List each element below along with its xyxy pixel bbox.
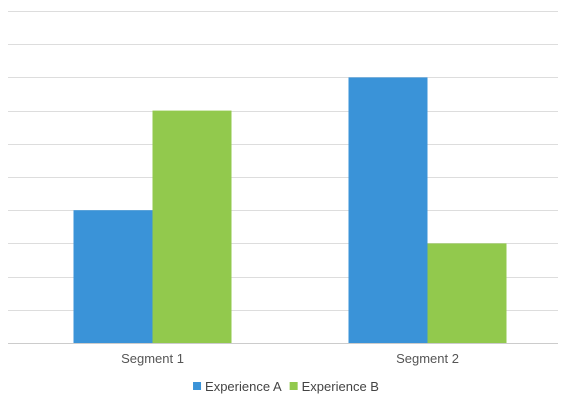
bar-experience-a-segment-1 xyxy=(73,210,153,343)
legend-swatch-experience-a xyxy=(193,382,202,390)
x-tick-label: Segment 1 xyxy=(121,351,184,366)
legend-swatch-experience-b xyxy=(289,382,298,390)
bar-experience-b-segment-2 xyxy=(427,243,507,343)
bar-experience-a-segment-2 xyxy=(348,77,428,344)
x-tick-label: Segment 2 xyxy=(396,351,459,366)
legend-label: Experience B xyxy=(302,379,379,394)
legend: Experience A Experience B xyxy=(193,379,379,394)
legend-label: Experience A xyxy=(205,379,282,394)
x-axis: Segment 1 Segment 2 xyxy=(8,343,558,366)
bar-experience-b-segment-1 xyxy=(152,110,232,343)
bars xyxy=(73,77,507,344)
